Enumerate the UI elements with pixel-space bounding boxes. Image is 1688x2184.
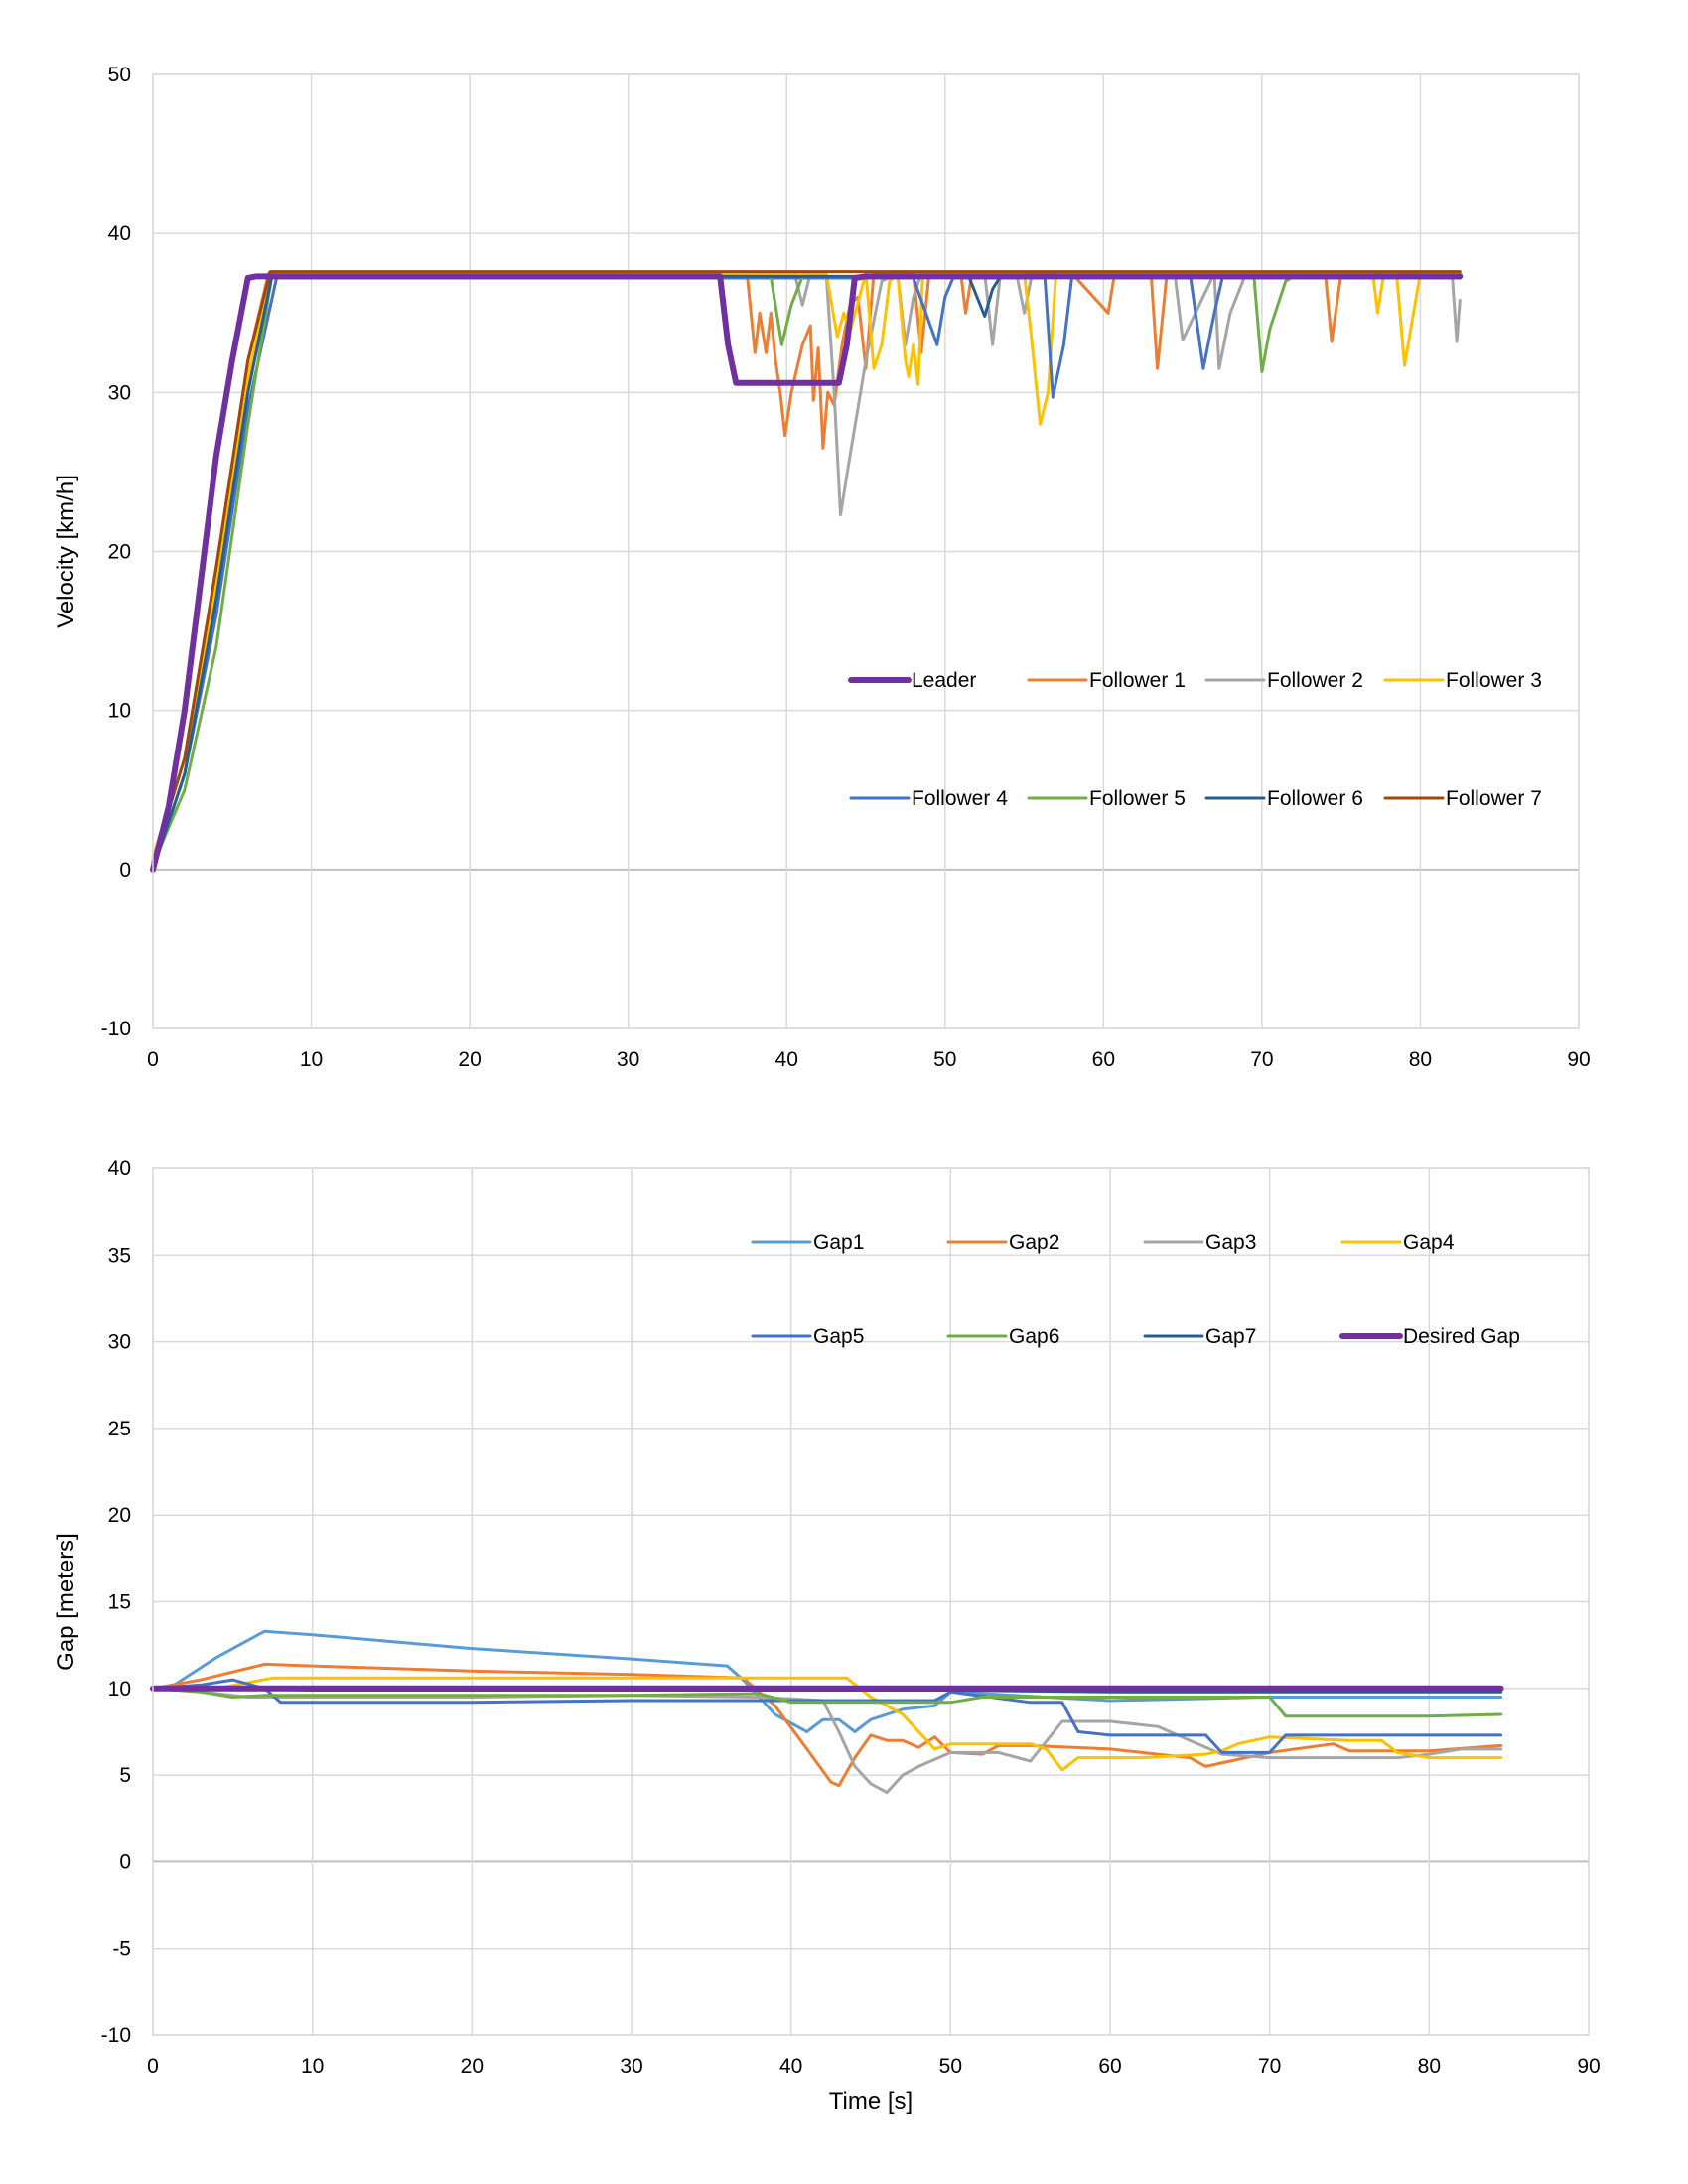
- legend: Leader Follower 1 Follower 2 Follower 3 Foll…: [848, 669, 1542, 810]
- series-line-follower-5: [151, 274, 1462, 867]
- legend-item-follower-6: Follower 6: [1204, 787, 1363, 810]
- y-tick-label: 5: [119, 1764, 131, 1787]
- series-line-gap4: [151, 1676, 1503, 1772]
- x-tick-label: 30: [620, 2055, 642, 2078]
- legend-label: Follower 5: [1089, 787, 1186, 810]
- legend-label: Follower 6: [1267, 787, 1363, 810]
- legend-label: Gap6: [1009, 1325, 1059, 1348]
- y-tick-label: 20: [108, 1504, 131, 1527]
- legend-label: Gap5: [813, 1325, 864, 1348]
- y-tick-label: 15: [108, 1591, 131, 1614]
- series-lines: [150, 1629, 1504, 1795]
- y-tick-label: 50: [108, 64, 131, 86]
- x-tick-label: 40: [775, 1048, 798, 1071]
- legend-label: Gap3: [1205, 1231, 1256, 1254]
- gridlines: [152, 73, 1580, 1029]
- legend-item-desired-gap: Desired Gap: [1339, 1325, 1520, 1348]
- legend-label: Leader: [912, 669, 976, 692]
- x-tick-label: 50: [933, 1048, 956, 1071]
- legend-item-leader: Leader: [848, 669, 976, 692]
- legend-label: Follower 4: [912, 787, 1008, 810]
- legend: Gap1 Gap2 Gap3 Gap4 Gap5 Gap6 Gap7 Desired Gap: [751, 1231, 1520, 1348]
- x-tick-label: 90: [1567, 1048, 1590, 1071]
- y-tick-label: -10: [101, 1018, 131, 1040]
- plot-area: [152, 1167, 1590, 2036]
- legend-label: Gap1: [813, 1231, 864, 1254]
- legend-label: Gap2: [1009, 1231, 1059, 1254]
- y-tick-label: 0: [119, 859, 131, 882]
- gridlines: [152, 1167, 1590, 2036]
- legend-label: Gap7: [1205, 1325, 1256, 1348]
- x-tick-label: 30: [617, 1048, 639, 1071]
- legend-item-follower-4: Follower 4: [849, 787, 1008, 810]
- series-line-gap2: [151, 1662, 1503, 1788]
- x-tick-label: 0: [147, 2055, 159, 2078]
- legend-label: Follower 3: [1446, 669, 1542, 692]
- x-tick-label: 70: [1258, 2055, 1281, 2078]
- x-tick-label: 80: [1418, 2055, 1441, 2078]
- gap-chart: -10 -5 0 5 10 15 20 25 30 35 40 0 10 20 30 40 50 60 70 80 90…: [53, 1158, 1601, 2115]
- series-line-gap6: [151, 1687, 1503, 1718]
- legend-item-gap7: Gap7: [1143, 1325, 1256, 1348]
- x-tick-label: 50: [939, 2055, 962, 2078]
- x-tick-label: 80: [1409, 1048, 1432, 1071]
- x-tick-label: 20: [461, 2055, 484, 2078]
- series-line-gap5: [151, 1678, 1503, 1754]
- legend-item-gap1: Gap1: [751, 1231, 864, 1254]
- series-line-follower-7: [151, 270, 1462, 864]
- velocity-chart: -10 0 10 20 30 40 50 0 10 20 30 40 50 60 70 80 90 Velocit…: [53, 64, 1591, 1071]
- x-tick-label: 0: [147, 1048, 159, 1071]
- y-tick-label: -5: [112, 1938, 131, 1961]
- legend-label: Desired Gap: [1403, 1325, 1520, 1348]
- y-tick-label: 40: [108, 222, 131, 245]
- y-tick-label: 30: [108, 1331, 131, 1354]
- legend-item-follower-2: Follower 2: [1204, 669, 1363, 692]
- x-tick-label: 10: [300, 1048, 323, 1071]
- y-tick-label: 10: [108, 1678, 131, 1701]
- series-lines: [150, 270, 1464, 873]
- y-tick-label: 25: [108, 1418, 131, 1440]
- y-tick-label: 40: [108, 1158, 131, 1180]
- x-tick-label: 70: [1250, 1048, 1273, 1071]
- y-axis-title: Gap [meters]: [53, 1533, 79, 1671]
- plot-area: [152, 73, 1580, 1029]
- legend-item-gap5: Gap5: [751, 1325, 864, 1348]
- y-tick-label: 0: [119, 1850, 131, 1873]
- x-tick-label: 10: [301, 2055, 324, 2078]
- legend-item-gap6: Gap6: [946, 1325, 1059, 1348]
- series-line-follower-3: [151, 271, 1462, 859]
- y-tick-label: 30: [108, 381, 131, 404]
- legend-item-follower-1: Follower 1: [1027, 669, 1186, 692]
- y-tick-label: -10: [101, 2024, 131, 2047]
- legend-item-follower-7: Follower 7: [1383, 787, 1542, 810]
- legend-item-gap4: Gap4: [1340, 1231, 1455, 1254]
- legend-label: Gap4: [1403, 1231, 1455, 1254]
- series-line-leader: [150, 273, 1464, 873]
- legend-label: Follower 1: [1089, 669, 1186, 692]
- legend-label: Follower 7: [1446, 787, 1542, 810]
- legend-label: Follower 2: [1267, 669, 1363, 692]
- legend-item-gap2: Gap2: [946, 1231, 1059, 1254]
- legend-item-follower-3: Follower 3: [1383, 669, 1542, 692]
- legend-item-follower-5: Follower 5: [1027, 787, 1186, 810]
- x-tick-label: 90: [1577, 2055, 1600, 2078]
- x-tick-label: 60: [1092, 1048, 1115, 1071]
- x-tick-label: 40: [779, 2055, 802, 2078]
- y-axis-title: Velocity [km/h]: [53, 475, 79, 628]
- x-tick-label: 20: [458, 1048, 481, 1071]
- legend-item-gap3: Gap3: [1143, 1231, 1256, 1254]
- x-axis-title: Time [s]: [829, 2088, 913, 2115]
- x-tick-label: 60: [1098, 2055, 1121, 2078]
- y-tick-label: 10: [108, 700, 131, 723]
- y-tick-label: 20: [108, 541, 131, 564]
- y-tick-label: 35: [108, 1244, 131, 1267]
